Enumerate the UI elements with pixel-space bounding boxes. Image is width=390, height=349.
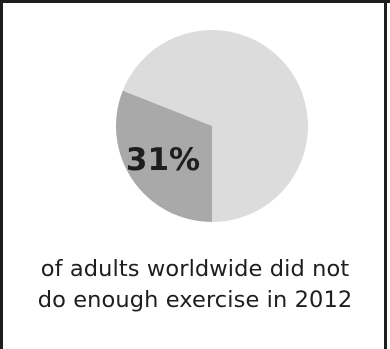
pie-slice-minor bbox=[115, 90, 212, 223]
frame-left-border bbox=[0, 0, 3, 349]
caption-line-1: of adults worldwide did not bbox=[40, 256, 350, 282]
frame-top-border bbox=[0, 0, 390, 3]
frame-right-border bbox=[384, 0, 387, 349]
caption-line-2: do enough exercise in 2012 bbox=[37, 287, 353, 313]
pie-data-label: 31% bbox=[126, 142, 200, 178]
pie-slice-major bbox=[122, 29, 308, 222]
chart-caption: of adults worldwide did not do enough ex… bbox=[0, 254, 390, 316]
